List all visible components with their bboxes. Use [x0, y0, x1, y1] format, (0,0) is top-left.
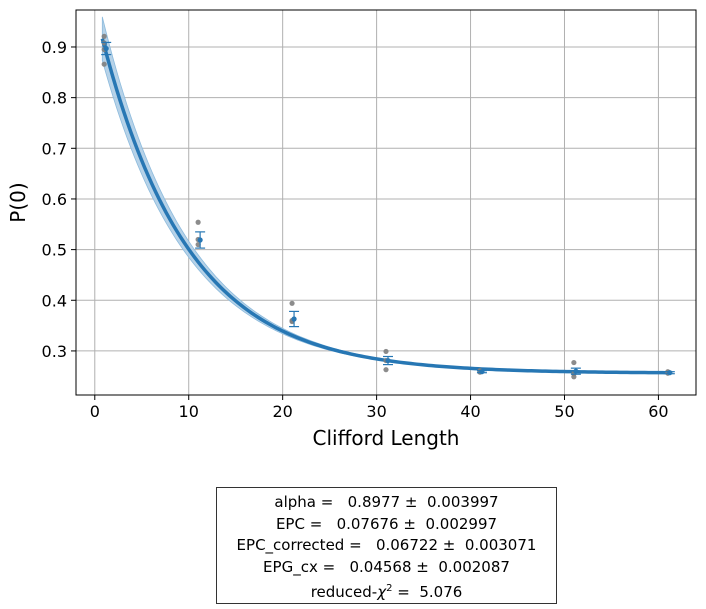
fit-curve	[100, 38, 670, 375]
x-tick-label: 30	[366, 402, 386, 421]
raw-point	[101, 61, 107, 67]
x-tick-label: 10	[179, 402, 199, 421]
y-tick-label: 0.9	[42, 38, 67, 57]
fit-curve-layer	[100, 38, 670, 375]
chi-symbol: χ	[377, 583, 387, 601]
mean-point-with-errorbar	[570, 367, 581, 375]
raw-point	[383, 348, 389, 355]
mean-point	[103, 45, 109, 52]
reduced-chi-squared-stat: reduced-χ2 = 5.076	[217, 578, 556, 604]
alpha-stat: alpha = 0.8977 ± 0.003997	[274, 493, 499, 511]
x-tick-label: 50	[554, 402, 574, 421]
mean-point	[291, 316, 297, 322]
y-tick-label: 0.6	[42, 190, 67, 209]
y-tick-label: 0.8	[42, 89, 67, 108]
grid-lines	[76, 10, 696, 395]
y-tick-label: 0.4	[42, 291, 67, 310]
epc-corrected-stat: EPC_corrected = 0.06722 ± 0.003071	[236, 536, 537, 554]
raw-point	[289, 300, 295, 306]
raw-point	[195, 241, 201, 248]
epg-cx-stat: EPG_cx = 0.04568 ± 0.002087	[263, 557, 510, 576]
raw-point	[571, 374, 577, 380]
axis-ticks: 0 10 20 30 40 50 60 0.3 0.4 0.5 0.6 0.7 0.8 0.9	[42, 38, 669, 421]
raw-point	[571, 359, 577, 366]
x-axis-label: Clifford Length	[312, 426, 459, 450]
mean-point-with-errorbar	[664, 370, 675, 376]
x-tick-label: 0	[90, 402, 100, 421]
x-tick-label: 40	[460, 402, 480, 421]
mean-point-with-errorbar	[289, 310, 300, 328]
confidence-band	[101, 16, 671, 374]
y-tick-label: 0.5	[42, 241, 67, 260]
plot-frame	[75, 9, 697, 396]
x-tick-label: 20	[272, 402, 292, 421]
chi-label: reduced-	[310, 583, 378, 601]
y-tick-label: 0.7	[42, 139, 67, 158]
chi-superscript: 2	[386, 583, 393, 594]
raw-points-layer	[101, 33, 671, 380]
mean-point	[573, 368, 579, 374]
raw-point	[383, 367, 389, 373]
mean-point-with-errorbar	[195, 231, 206, 249]
y-tick-label: 0.3	[42, 342, 67, 361]
mean-point-with-errorbar	[383, 355, 393, 366]
fit-statistics-box: alpha = 0.8977 ± 0.003997 EPC = 0.07676 …	[216, 487, 557, 604]
mean-point	[385, 357, 391, 364]
mean-point-with-errorbar	[101, 41, 112, 56]
mean-point	[667, 370, 673, 376]
mean-point	[479, 369, 485, 375]
rb-decay-chart: 0 10 20 30 40 50 60 0.3 0.4 0.5 0.6 0.7 0.8 0.9 Cliff…	[6, 9, 697, 450]
mean-point	[197, 237, 203, 243]
raw-point	[101, 33, 107, 39]
raw-point	[195, 219, 201, 225]
chi-value: = 5.076	[392, 583, 463, 601]
y-axis-label: P(0)	[6, 182, 30, 222]
x-tick-label: 60	[648, 402, 668, 421]
mean-points-layer	[101, 41, 675, 376]
confidence-band-area	[101, 16, 671, 374]
epc-stat: EPC = 0.07676 ± 0.002997	[275, 514, 498, 533]
mean-point-with-errorbar	[476, 369, 487, 375]
